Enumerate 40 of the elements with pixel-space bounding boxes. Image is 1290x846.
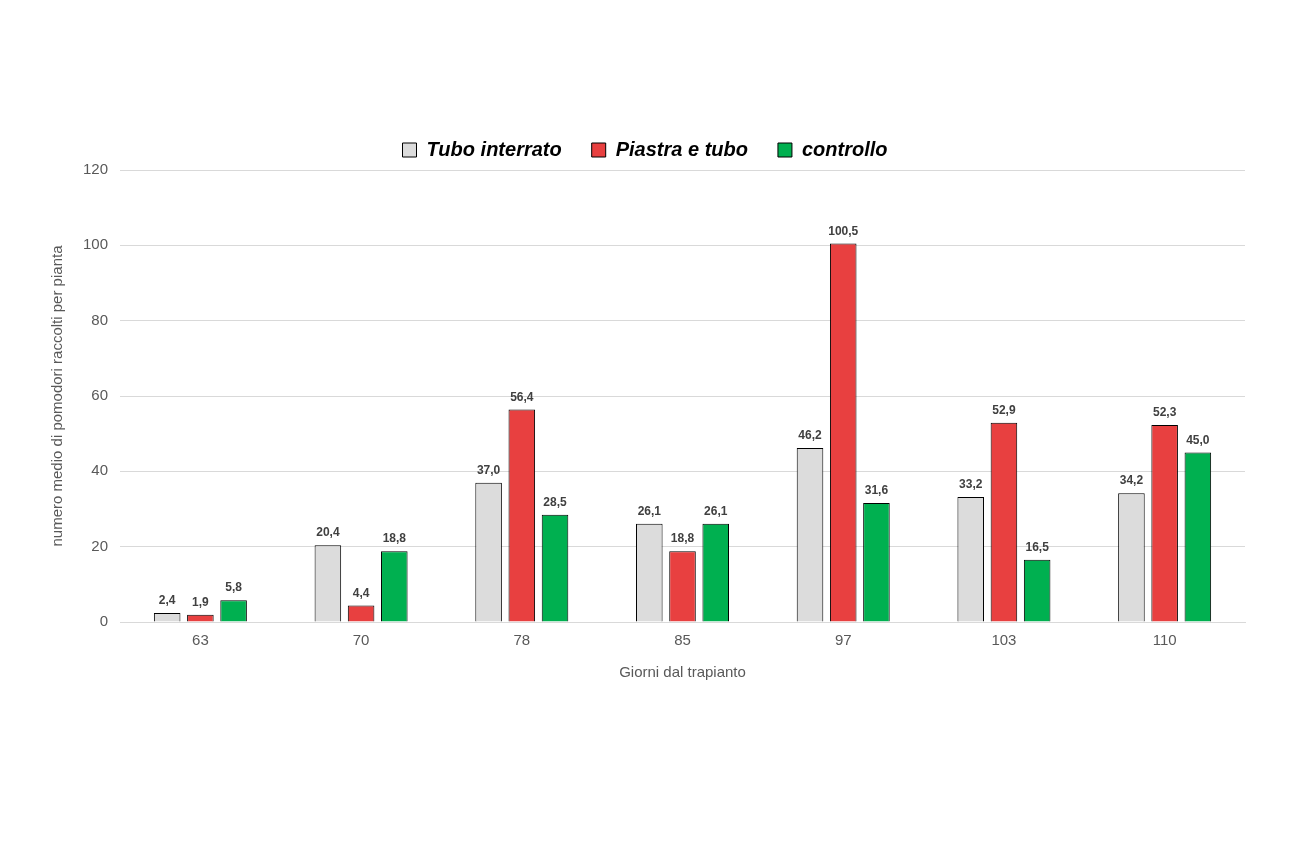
y-tick-label: 20	[91, 536, 109, 554]
y-tick-label: 60	[91, 386, 109, 404]
legend-label: controllo	[801, 137, 888, 160]
data-label: 26,1	[704, 504, 728, 518]
data-label: 16,5	[1025, 540, 1050, 555]
y-axis-title: numero medio di pomodori raccolti per pianta	[48, 244, 66, 547]
data-label: 45,0	[1186, 432, 1210, 447]
data-label: 52,9	[992, 403, 1016, 418]
data-label: 20,4	[316, 525, 340, 540]
x-tick-label: 103	[991, 631, 1017, 649]
x-tick-label: 63	[192, 631, 209, 649]
x-tick-label: 110	[1152, 631, 1177, 649]
legend-label: Tubo interrato	[426, 137, 562, 160]
y-tick-label: 100	[83, 235, 109, 253]
data-label: 18,8	[670, 531, 695, 546]
data-label: 34,2	[1119, 473, 1144, 488]
y-tick-label: 40	[91, 461, 109, 479]
data-label: 56,4	[510, 389, 534, 404]
x-tick-label: 78	[513, 631, 531, 649]
data-label: 28,5	[543, 494, 568, 509]
y-tick-label: 80	[91, 310, 109, 328]
data-label: 5,8	[225, 580, 243, 595]
data-label: 52,3	[1152, 405, 1177, 420]
y-tick-label: 120	[83, 160, 109, 178]
data-label: 1,9	[192, 595, 210, 610]
data-label: 18,8	[382, 531, 407, 546]
data-label: 2,4	[158, 593, 176, 608]
data-label: 37,0	[476, 462, 501, 477]
x-tick-label: 70	[352, 631, 370, 649]
data-label: 31,6	[864, 483, 889, 498]
data-label: 4,4	[352, 585, 370, 600]
data-label: 26,1	[637, 504, 662, 518]
legend-label: Piastra e tubo	[615, 137, 748, 160]
x-tick-label: 85	[674, 631, 691, 649]
data-label: 46,2	[798, 428, 823, 443]
data-label: 100,5	[828, 223, 859, 238]
data-label: 33,2	[959, 477, 983, 492]
x-axis-title: Giorni dal trapianto	[619, 663, 746, 681]
x-tick-label: 97	[834, 631, 852, 649]
y-tick-label: 0	[99, 612, 109, 630]
